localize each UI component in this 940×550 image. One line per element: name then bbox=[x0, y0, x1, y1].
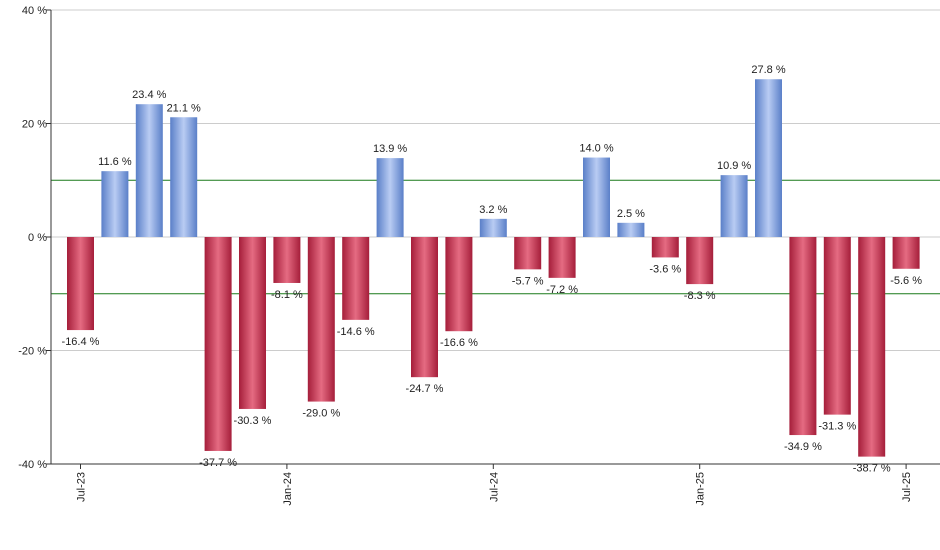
bar bbox=[583, 157, 610, 237]
bar bbox=[479, 218, 507, 237]
data-label: -24.7 % bbox=[406, 383, 444, 395]
data-label: 14.0 % bbox=[579, 143, 613, 155]
data-label: -30.3 % bbox=[234, 415, 272, 427]
data-label: -7.2 % bbox=[546, 284, 578, 296]
bar bbox=[307, 237, 335, 402]
bar bbox=[548, 237, 576, 278]
data-label: -5.6 % bbox=[890, 275, 922, 287]
bar bbox=[376, 158, 404, 237]
x-tick-label: Jul-24 bbox=[488, 472, 500, 502]
y-tick-label: -20 % bbox=[18, 346, 47, 358]
bar bbox=[273, 237, 301, 283]
data-label: 23.4 % bbox=[132, 89, 166, 101]
data-label: 11.6 % bbox=[98, 156, 132, 168]
bar bbox=[617, 222, 645, 237]
data-label: -16.4 % bbox=[62, 336, 100, 348]
axes: 40 % 20 % 0 % -20 % -40 % Jul-23 Jan-24 Jul-24 J… bbox=[18, 5, 940, 506]
bar bbox=[239, 237, 266, 409]
data-label: -3.6 % bbox=[649, 263, 681, 275]
bar bbox=[514, 237, 542, 270]
data-label: -14.6 % bbox=[337, 326, 375, 338]
x-tick-label: Jul-23 bbox=[76, 472, 88, 502]
data-label: -16.6 % bbox=[440, 337, 478, 349]
x-tick-label: Jul-25 bbox=[901, 472, 913, 502]
data-label: -29.0 % bbox=[302, 408, 340, 420]
bar bbox=[135, 104, 163, 237]
bar bbox=[651, 237, 679, 258]
data-labels: -16.4 % 11.6 % 23.4 %21.1 % -37.7 % -30.3 % -… bbox=[62, 64, 923, 474]
bar bbox=[823, 237, 851, 415]
y-tick-label: 40 % bbox=[22, 5, 47, 17]
bar bbox=[892, 237, 920, 269]
data-label: -8.3 % bbox=[684, 290, 716, 302]
data-label: -31.3 % bbox=[818, 421, 856, 433]
data-label: -5.7 % bbox=[512, 275, 544, 287]
bar bbox=[686, 237, 714, 285]
bar bbox=[720, 175, 748, 237]
data-label: 13.9 % bbox=[373, 143, 407, 155]
bar bbox=[204, 237, 232, 451]
bar bbox=[411, 237, 438, 378]
x-tick-label: Jan-24 bbox=[282, 472, 294, 506]
data-label: 2.5 % bbox=[617, 208, 645, 220]
bar bbox=[101, 171, 129, 237]
data-label: -34.9 % bbox=[784, 441, 822, 453]
x-tick-label: Jan-25 bbox=[695, 472, 707, 506]
data-label: 10.9 % bbox=[717, 160, 751, 172]
data-label: -38.7 % bbox=[853, 463, 891, 475]
bar bbox=[170, 117, 198, 237]
data-label: 27.8 % bbox=[751, 64, 785, 76]
bar bbox=[342, 237, 370, 320]
data-label: -37.7 % bbox=[199, 457, 237, 469]
bar bbox=[755, 79, 782, 237]
bar bbox=[67, 237, 94, 331]
data-label: 21.1 % bbox=[167, 102, 201, 114]
y-tick-label: 20 % bbox=[22, 119, 47, 131]
data-label: -8.1 % bbox=[271, 289, 303, 301]
bar bbox=[858, 237, 886, 457]
bar bbox=[789, 237, 817, 436]
data-label: 3.2 % bbox=[479, 204, 507, 216]
y-tick-label: 0 % bbox=[28, 232, 47, 244]
bar bbox=[445, 237, 473, 332]
bars bbox=[67, 79, 920, 457]
y-tick-label: -40 % bbox=[18, 459, 47, 471]
